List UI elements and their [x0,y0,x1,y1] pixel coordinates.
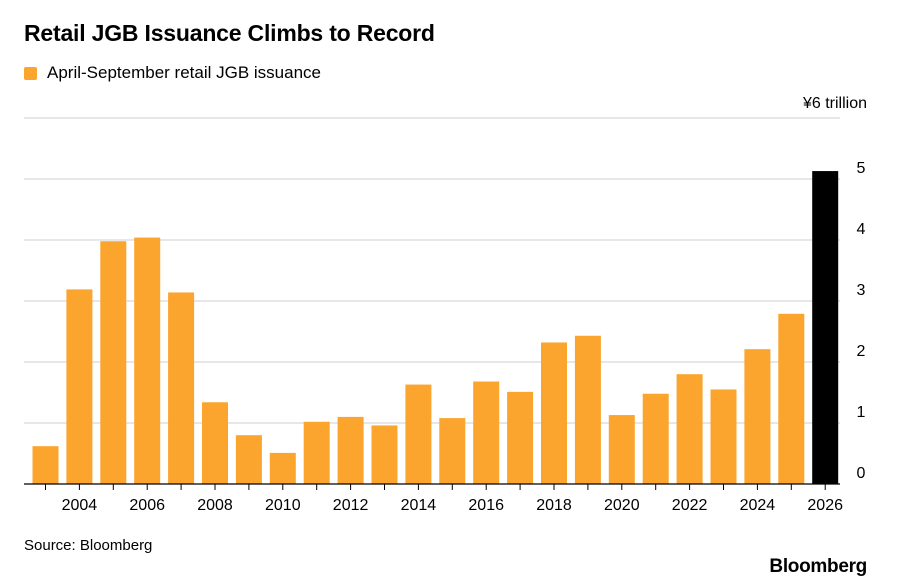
x-tick-label: 2006 [129,497,165,514]
bar [744,349,771,484]
x-tick-label: 2008 [197,497,233,514]
x-tick-label: 2018 [536,497,572,514]
x-tick-label: 2014 [401,497,437,514]
bar [642,393,669,484]
bar [134,237,161,484]
bar [710,389,737,484]
source-note: Source: Bloomberg [24,537,153,554]
bar [303,421,330,484]
bar [778,313,805,484]
y-tick-label: 2 [857,343,866,360]
y-tick-label: 5 [857,160,866,177]
x-tick-label: 2024 [740,497,776,514]
x-tick-label: 2026 [807,497,843,514]
x-tick-label: 2010 [265,497,301,514]
bar [32,446,59,484]
legend-swatch [24,66,37,80]
x-tick-label: 2016 [468,497,504,514]
x-tick-label: 2020 [604,497,640,514]
bar [608,415,635,484]
bar [676,374,703,484]
bar [541,342,567,484]
bar [371,425,398,484]
x-tick-label: 2004 [62,497,98,514]
bar [439,418,466,484]
chart-title: Retail JGB Issuance Climbs to Record [24,20,435,46]
x-tick-label: 2022 [672,497,708,514]
y-tick-label: 4 [857,221,866,238]
bar [337,416,364,484]
bar [812,171,839,484]
x-tick-label: 2012 [333,497,369,514]
y-tick-label: 0 [857,465,866,482]
bar [168,292,195,484]
bar [473,381,500,484]
bar [66,289,93,484]
bar [269,452,296,484]
legend-label: April-September retail JGB issuance [47,63,322,82]
bar [202,402,228,484]
bar [100,241,127,484]
brand-logo: Bloomberg [769,556,867,577]
bar [507,391,534,484]
bar [405,384,432,484]
y-axis-unit-label: ¥6 trillion [802,95,867,112]
bar [574,335,601,484]
y-tick-label: 3 [857,282,866,299]
y-tick-label: 1 [857,404,866,421]
legend: April-September retail JGB issuance [24,63,321,83]
bar [235,435,262,484]
